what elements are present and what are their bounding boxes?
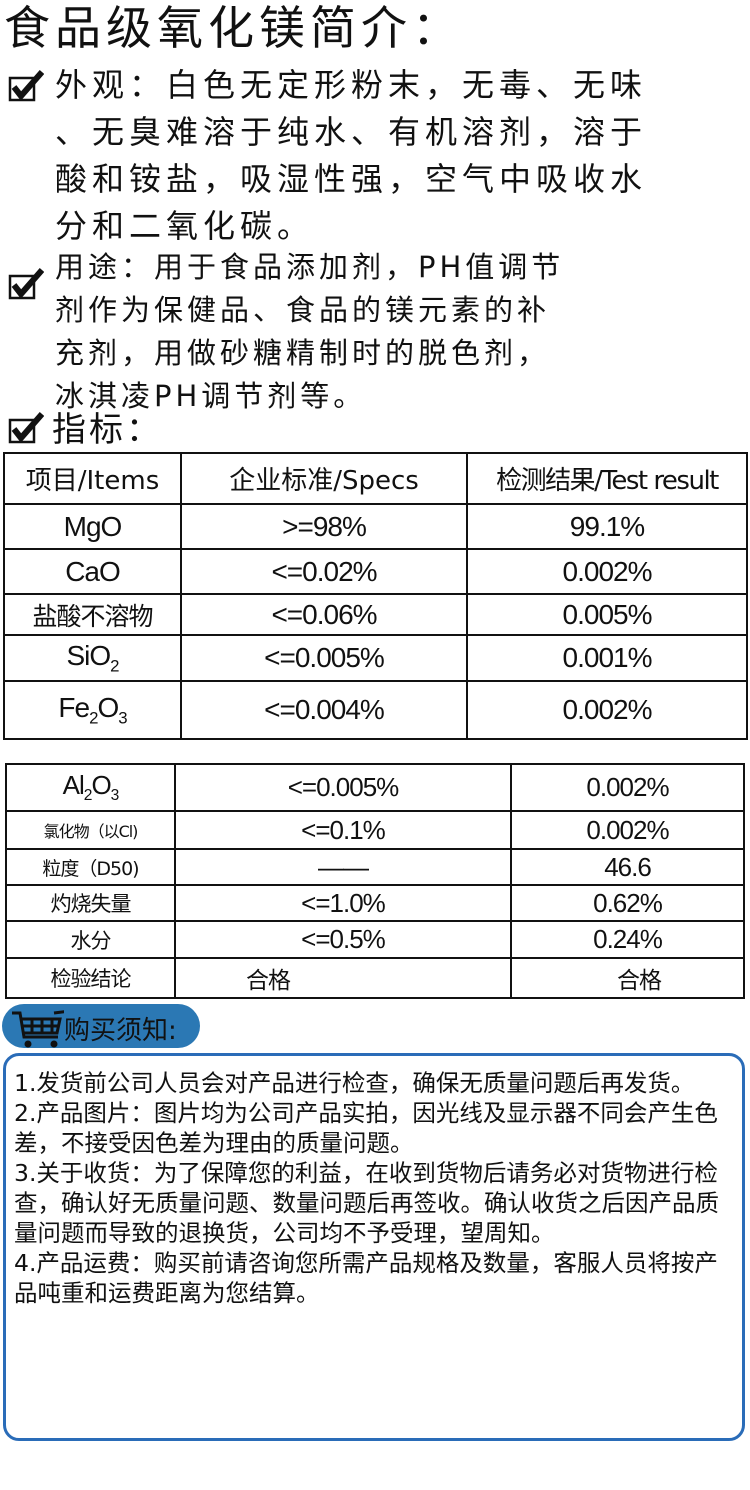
header-cell: 检测结果/Test result — [466, 452, 748, 505]
cell: 0.002% — [510, 763, 745, 812]
header-cell: 项目/Items — [3, 452, 182, 505]
cell: 0.24% — [510, 920, 745, 959]
table-row: 氯化物（以Cl) <=0.1% 0.002% — [5, 810, 745, 850]
text-line: 剂作为保健品、食品的镁元素的补 — [55, 293, 551, 327]
notice-item: 1.发货前公司人员会对产品进行检查，确保无质量问题后再发货。 — [14, 1069, 695, 1097]
table-row: 检验结论 合格 合格 — [5, 957, 745, 999]
table-row: 水分 <=0.5% 0.24% — [5, 920, 745, 959]
cell: 0.62% — [510, 884, 745, 922]
specs-table-continued: Al2O3 <=0.005% 0.002% 氯化物（以Cl) <=0.1% 0.002%… — [5, 763, 745, 999]
notice-item: 2.产品图片：图片均为公司产品实拍，因光线及显示器不同会产生色差，不接受因色差为… — [14, 1099, 718, 1157]
cell: 合格 — [510, 957, 745, 999]
table-row: 灼烧失量 <=1.0% 0.62% — [5, 884, 745, 922]
cell: 粒度（D50) — [5, 848, 176, 886]
notice-item: 4.产品运费：购买前请咨询您所需产品规格及数量，客服人员将按产品吨重和运费距离为… — [14, 1249, 718, 1307]
text-line: 充剂，用做砂糖精制时的脱色剂， — [55, 336, 551, 370]
cell: Al2O3 — [5, 763, 176, 812]
cell: <=0.02% — [180, 548, 468, 595]
cell: MgO — [3, 503, 182, 550]
cell: 0.001% — [466, 634, 748, 682]
cell: >=98% — [180, 503, 468, 550]
cell: <=0.004% — [180, 680, 468, 740]
cell: 0.002% — [466, 680, 748, 740]
purchase-notice-heading: 购买须知: — [64, 1016, 177, 1046]
table-row: CaO <=0.02% 0.002% — [3, 548, 748, 595]
purchase-notice-badge: 购买须知: — [2, 1004, 200, 1048]
shopping-cart-icon — [12, 1010, 64, 1048]
cell: 0.002% — [510, 810, 745, 850]
text-line: 酸和铵盐，吸湿性强，空气中吸收水 — [55, 160, 648, 198]
table-row: MgO >=98% 99.1% — [3, 503, 748, 550]
table-row: Fe2O3 <=0.004% 0.002% — [3, 680, 748, 740]
appearance-section: 外观：白色无定形粉末，无毒、无味 、无臭难溶于纯水、有机溶剂，溶于 酸和铵盐，吸… — [55, 62, 647, 250]
cell: 检验结论 — [5, 957, 176, 999]
cell: <=0.06% — [180, 593, 468, 636]
cell: 46.6 — [510, 848, 745, 886]
text-line: 分和二氧化碳。 — [55, 207, 315, 245]
usage-section: 用途：用于食品添加剂，PH值调节 剂作为保健品、食品的镁元素的补 充剂，用做砂糖… — [55, 246, 564, 418]
cell: Fe2O3 — [3, 680, 182, 740]
cell: 99.1% — [466, 503, 748, 550]
cell: SiO2 — [3, 634, 182, 682]
cell: 灼烧失量 — [5, 884, 176, 922]
text-line: 冰淇凌PH调节剂等。 — [55, 379, 367, 413]
purchase-notice-box: 1.发货前公司人员会对产品进行检查，确保无质量问题后再发货。 2.产品图片：图片… — [3, 1053, 745, 1441]
cell: <=0.005% — [174, 763, 512, 812]
cell: 水分 — [5, 920, 176, 959]
cell: 盐酸不溶物 — [3, 593, 182, 636]
checkbox-checked-icon — [8, 268, 44, 300]
cell: <=1.0% — [174, 884, 512, 922]
cell: —— — [174, 848, 512, 886]
table-row: SiO2 <=0.005% 0.001% — [3, 634, 748, 682]
notice-item: 3.关于收货：为了保障您的利益，在收到货物后请务必对货物进行检查，确认好无质量问… — [14, 1159, 719, 1247]
table-row: 盐酸不溶物 <=0.06% 0.005% — [3, 593, 748, 636]
cell: <=0.5% — [174, 920, 512, 959]
cell: 氯化物（以Cl) — [5, 810, 176, 850]
page-title: 食品级氧化镁简介： — [4, 1, 463, 55]
header-cell: 企业标准/Specs — [180, 452, 468, 505]
cell: 0.002% — [466, 548, 748, 595]
text-line: 外观：白色无定形粉末，无毒、无味 — [55, 66, 648, 104]
checkbox-checked-icon — [8, 412, 44, 444]
cell: CaO — [3, 548, 182, 595]
text-line: 用途：用于食品添加剂，PH值调节 — [55, 250, 565, 284]
cell: 0.005% — [466, 593, 748, 636]
table-header: 项目/Items 企业标准/Specs 检测结果/Test result — [3, 452, 748, 505]
cell: 合格 — [174, 957, 512, 999]
cell: <=0.1% — [174, 810, 512, 850]
table-row: 粒度（D50) —— 46.6 — [5, 848, 745, 886]
text-line: 、无臭难溶于纯水、有机溶剂，溶于 — [55, 113, 648, 151]
cell: <=0.005% — [180, 634, 468, 682]
table-row: Al2O3 <=0.005% 0.002% — [5, 763, 745, 812]
specs-heading: 指标： — [52, 410, 163, 450]
specs-table: 项目/Items 企业标准/Specs 检测结果/Test result MgO… — [3, 452, 748, 740]
checkbox-checked-icon — [8, 70, 44, 102]
